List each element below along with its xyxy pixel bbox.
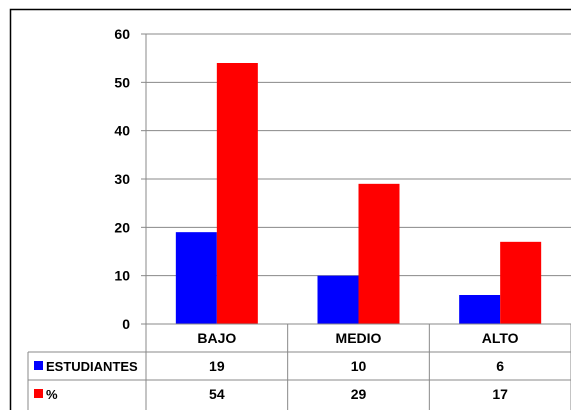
category-label: BAJO — [197, 330, 236, 346]
table-cell-value: 54 — [209, 386, 225, 402]
table-cell-value: 6 — [496, 358, 504, 374]
table-cell-value: 17 — [492, 386, 508, 402]
bar--bajo — [217, 63, 258, 324]
legend-key-estudiantes — [34, 361, 43, 370]
row-label: % — [46, 387, 58, 402]
y-tick-label: 10 — [114, 268, 130, 284]
table-cell-value: 19 — [209, 358, 225, 374]
bar--medio — [359, 184, 400, 324]
y-tick-label: 60 — [114, 26, 130, 42]
table-cell-value: 29 — [351, 386, 367, 402]
table-cell-value: 10 — [351, 358, 367, 374]
bar-estudiantes-alto — [459, 295, 500, 324]
bar-estudiantes-bajo — [176, 232, 217, 324]
category-label: ALTO — [482, 330, 519, 346]
y-tick-label: 20 — [114, 219, 130, 235]
y-tick-label: 50 — [114, 74, 130, 90]
y-tick-label: 40 — [114, 123, 130, 139]
row-label: ESTUDIANTES — [46, 359, 138, 374]
y-tick-label: 0 — [122, 316, 130, 332]
category-label: MEDIO — [336, 330, 382, 346]
chart-border — [11, 10, 571, 411]
legend-key-percent — [34, 389, 43, 398]
y-tick-label: 30 — [114, 171, 130, 187]
bar--alto — [500, 242, 541, 324]
bar-estudiantes-medio — [318, 276, 359, 324]
